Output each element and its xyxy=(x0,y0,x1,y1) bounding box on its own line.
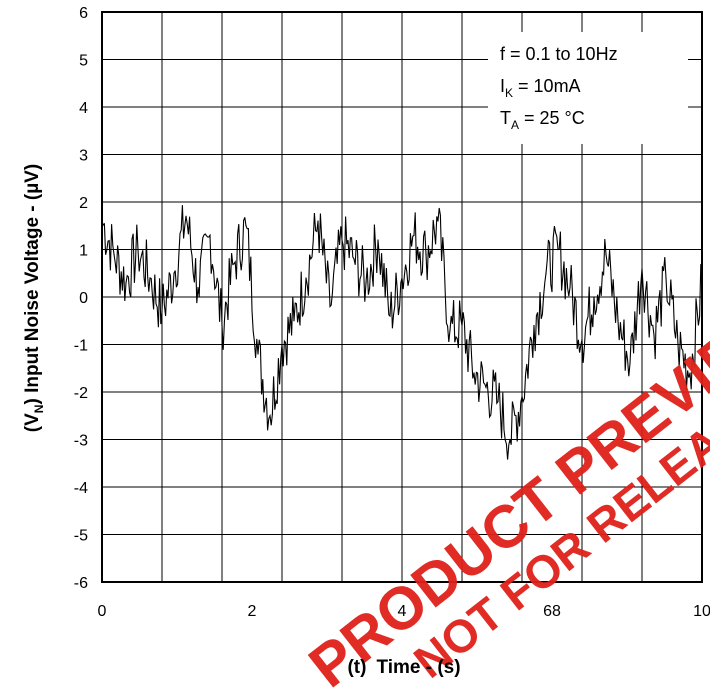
legend-temp-symbol: T xyxy=(500,108,511,128)
noise-data-point xyxy=(317,220,319,222)
legend-temp-value: = 25 °C xyxy=(519,108,585,128)
x-tick-label: 68 xyxy=(543,603,561,620)
legend-line-temperature: TA = 25 °C xyxy=(500,108,585,132)
x-axis-label: Time - (s) xyxy=(376,657,460,678)
y-tick-labels: -6 -5 -4 -3 -2 -1 0 1 2 3 4 5 6 xyxy=(74,5,88,592)
noise-data-point xyxy=(209,234,211,236)
noise-data-point xyxy=(593,296,595,298)
noise-data-point xyxy=(197,286,199,289)
noise-data-point xyxy=(641,267,643,270)
noise-data-point xyxy=(497,400,499,403)
legend-line-frequency: f = 0.1 to 10Hz xyxy=(500,44,618,64)
noise-data-point xyxy=(653,334,655,336)
legend-current-symbol: I xyxy=(500,76,505,96)
y-tick-label: 5 xyxy=(79,53,88,70)
y-tick-label: 6 xyxy=(79,5,88,22)
legend-temp-sub: A xyxy=(511,118,519,132)
x-tick-label: 10 xyxy=(693,603,710,620)
noise-data-point xyxy=(545,272,547,274)
noise-data-point xyxy=(629,362,631,365)
noise-data-point xyxy=(485,386,487,388)
grid-lines xyxy=(102,12,702,582)
y-tick-label: -2 xyxy=(74,385,88,402)
noise-data-point xyxy=(473,372,475,374)
noise-data-point xyxy=(353,258,355,260)
noise-data-point xyxy=(677,343,679,346)
noise-data-point xyxy=(113,253,115,255)
noise-data-point xyxy=(149,277,151,279)
x-axis-symbol: (t) xyxy=(347,657,366,678)
x-axis-title: (t) Time - (s) xyxy=(347,657,460,678)
plot-frame xyxy=(101,11,703,583)
noise-data-point xyxy=(173,272,175,274)
noise-data-point xyxy=(521,396,523,398)
x-tick-label: 2 xyxy=(248,603,257,620)
noise-data-point xyxy=(377,239,379,241)
y-tick-label: -5 xyxy=(74,528,88,545)
noise-data-point xyxy=(341,239,343,241)
y-tick-label: 2 xyxy=(79,195,88,212)
y-tick-label: -4 xyxy=(74,480,88,497)
y-axis-title: (VN) Input Noise Voltage - (µV) xyxy=(22,164,46,432)
noise-data-point xyxy=(365,282,367,284)
noise-data-point xyxy=(425,253,427,255)
noise-data-point xyxy=(569,286,571,289)
x-tick-label: 4 xyxy=(398,603,407,620)
y-tick-label: -3 xyxy=(74,433,88,450)
noise-data-point xyxy=(329,305,331,308)
noise-data-point xyxy=(233,263,235,265)
legend-current-sub: K xyxy=(505,86,513,100)
y-tick-label: 1 xyxy=(79,243,88,260)
noise-data-point xyxy=(185,215,187,217)
x-tick-label: 0 xyxy=(98,603,107,620)
noise-data-point xyxy=(665,277,667,279)
noise-data-point xyxy=(293,320,295,322)
x-tick-labels: 0 2 4 68 10 xyxy=(98,603,710,620)
y-tick-label: 3 xyxy=(79,148,88,165)
noise-data-point xyxy=(689,372,691,374)
noise-data-point xyxy=(389,315,391,317)
noise-data-point xyxy=(617,320,619,322)
noise-data-point xyxy=(245,225,247,227)
noise-data-point xyxy=(605,253,607,255)
legend-box xyxy=(488,32,688,144)
noise-data-point xyxy=(413,234,415,236)
y-tick-label: 4 xyxy=(79,100,88,117)
noise-data-point xyxy=(449,329,451,331)
noise-data-point xyxy=(509,438,511,441)
noise-data-point xyxy=(305,277,307,279)
y-axis-prefix: (V xyxy=(22,413,43,432)
legend-line-current: IK = 10mA xyxy=(500,76,581,100)
noise-data-point xyxy=(137,248,139,251)
series-layer xyxy=(101,205,703,460)
noise-data-point xyxy=(221,324,223,327)
y-axis-sub: N xyxy=(32,405,46,414)
noise-data-point xyxy=(581,339,583,341)
noise-data-point xyxy=(281,343,283,346)
noise-data-point xyxy=(533,324,535,327)
noise-data-point xyxy=(557,248,559,251)
y-tick-label: -1 xyxy=(74,338,88,355)
noise-data-point xyxy=(125,282,127,284)
y-axis-label: ) Input Noise Voltage - (µV) xyxy=(22,164,43,405)
noise-data-point xyxy=(461,324,463,327)
y-tick-label: 0 xyxy=(79,290,88,307)
y-tick-label: -6 xyxy=(74,575,88,592)
noise-data-point xyxy=(401,277,403,279)
noise-data-point xyxy=(437,220,439,222)
legend-current-value: = 10mA xyxy=(513,76,581,96)
noise-data-point xyxy=(257,353,259,355)
noise-data-point xyxy=(161,310,163,312)
noise-data-point xyxy=(269,415,271,417)
